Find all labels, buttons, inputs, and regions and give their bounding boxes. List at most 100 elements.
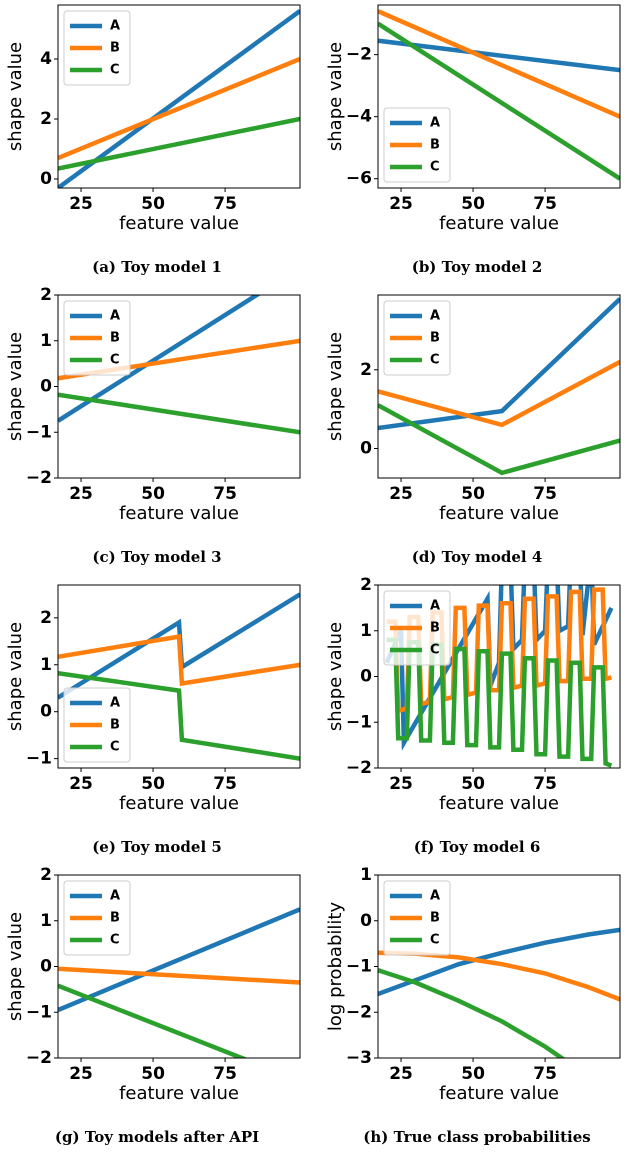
y-tick-label: −1 [26,749,52,769]
y-tick-label: 0 [360,911,372,931]
series-line [386,637,613,768]
y-tick-label: −1 [26,1002,52,1022]
y-tick-label: −2 [346,45,372,65]
x-tick-label: 75 [213,194,237,214]
x-tick-label: 25 [389,1064,413,1084]
y-tick-label: 1 [40,911,52,931]
x-tick-label: 25 [69,194,93,214]
caption: (c) Toy model 3 [92,548,221,566]
legend-label: A [430,599,440,614]
x-tick-label: 25 [69,484,93,504]
y-tick-label: 0 [360,667,372,687]
legend-label: B [110,911,120,926]
legend-label: A [110,19,120,34]
y-tick-label: 1 [40,655,52,675]
y-axis-label: shape value [5,622,26,731]
legend-label: A [430,889,440,904]
caption: (a) Toy model 1 [92,258,222,276]
y-tick-label: 2 [40,109,52,129]
x-tick-label: 50 [461,774,485,794]
x-tick-label: 50 [141,774,165,794]
y-tick-label: 1 [360,621,372,641]
legend-label: C [430,160,440,175]
y-axis-label: shape value [325,42,346,151]
panel: 25 50 75 −1 0 1 2 feature value shape value (e) T… [5,584,301,856]
x-axis-label: feature value [439,503,559,524]
legend-label: A [110,309,120,324]
plot-frame [57,584,301,769]
series-line [58,670,300,761]
x-axis-label: feature value [439,1083,559,1104]
x-axis-label: feature value [119,1083,239,1104]
series-line [378,21,620,181]
series-line [378,950,620,1002]
series-line [58,907,300,1013]
y-tick-label: −4 [346,107,372,127]
y-tick-label: 2 [40,285,52,305]
series-line [58,392,300,435]
x-tick-label: 50 [141,194,165,214]
legend-label: B [110,331,120,346]
y-tick-label: 0 [360,438,372,458]
y-tick-label: 2 [360,575,372,595]
x-tick-label: 75 [213,1064,237,1084]
x-tick-label: 75 [533,194,557,214]
series-line [378,9,620,119]
y-tick-label: −1 [26,422,52,442]
x-tick-label: 50 [141,1064,165,1084]
legend-label: A [110,696,120,711]
legend-label: B [110,41,120,56]
y-tick-label: 0 [40,169,52,189]
legend-label: A [110,889,120,904]
x-axis-label: feature value [119,793,239,814]
legend-label: C [110,933,120,948]
legend-label: A [430,309,440,324]
caption: (d) Toy model 4 [412,548,543,566]
series-line [58,56,300,161]
y-tick-label: −2 [26,468,52,488]
panel: 25 50 75 −2 −1 0 1 2 feature value shape value (g)… [5,865,301,1146]
x-tick-label: 25 [389,194,413,214]
x-tick-label: 25 [69,774,93,794]
legend-label: C [110,63,120,78]
y-tick-label: −1 [346,957,372,977]
y-axis-label: shape value [325,622,346,731]
x-tick-label: 50 [461,1064,485,1084]
y-tick-label: 4 [40,49,52,69]
y-axis-label: shape value [5,42,26,151]
y-axis-label: shape value [5,912,26,1021]
series-line [58,295,261,423]
y-axis-label: log probability [325,902,346,1032]
x-axis-label: feature value [439,793,559,814]
y-tick-label: −3 [346,1048,372,1068]
y-tick-label: 2 [360,360,372,380]
series-line [378,38,620,73]
legend-label: C [110,740,120,755]
series-line [58,983,248,1058]
series-line [58,116,300,171]
caption: (b) Toy model 2 [412,258,543,276]
x-tick-label: 75 [533,484,557,504]
y-tick-label: 1 [40,331,52,351]
y-tick-label: −2 [346,758,372,778]
x-tick-label: 50 [141,484,165,504]
legend-label: B [430,331,440,346]
series-line [58,966,300,985]
y-tick-label: −2 [346,1002,372,1022]
caption: (f) Toy model 6 [414,838,541,856]
plot-frame [57,4,301,189]
legend-label: B [430,621,440,636]
panel: 25 50 75 −3 −2 −1 0 1 feature value log probabili… [325,865,621,1146]
x-tick-label: 75 [213,774,237,794]
x-tick-label: 75 [213,484,237,504]
panel: 25 50 75 −2 −4 −6 feature value shape value (b) … [325,4,621,276]
y-tick-label: −6 [346,169,372,189]
caption: (e) Toy model 5 [92,838,222,856]
y-tick-label: −2 [26,1048,52,1068]
series-line [378,359,620,428]
x-tick-label: 50 [461,484,485,504]
y-axis-label: shape value [325,332,346,441]
panel: 25 50 75 −2 −1 0 1 2 feature value shape value (c)… [5,285,301,566]
y-tick-label: 2 [40,608,52,628]
